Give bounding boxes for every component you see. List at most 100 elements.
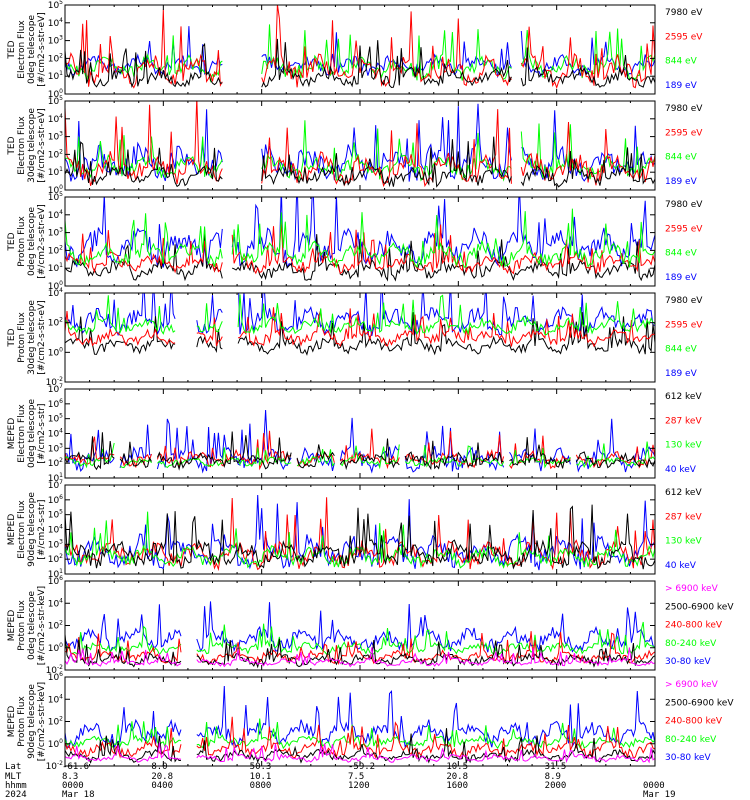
series-line [65,431,655,471]
legend-entry: 189 eV [665,177,698,187]
panel-data [65,685,655,764]
footer-lat: 8.0 [151,762,167,772]
legend-entry: 844 eV [665,57,698,67]
y-tick-label: 102 [48,148,63,160]
y-tick-label: 100 [48,738,63,750]
y-tick-label: 10-2 [46,760,64,772]
footer-hhmm: 0000 [62,781,84,791]
series-line [65,621,655,656]
legend-entry: 2500-6900 keV [665,602,734,612]
series-line [65,307,655,348]
panel-2: 100 101 102 103 104 105 TED Electron Flux 30deg … [7,95,703,196]
y-tick-label: 105 [48,509,63,521]
series-line [65,504,655,570]
footer-lat: 31.5 [545,762,567,772]
legend-entry: 287 keV [665,416,702,426]
y-axis-label: 30deg telescope [27,300,37,375]
y-axis-label: Proton Flux [17,696,27,747]
y-tick-label: 104 [48,113,63,125]
y-axis-label: 0deg telescope [27,399,37,469]
y-tick-label: 102 [48,716,63,728]
y-axis-label: [#/cm2-s-str-eV] [37,204,47,279]
y-axis-label: Electron Flux [17,500,27,559]
y-tick-label: 102 [48,244,63,256]
y-tick-label: 104 [48,428,63,440]
y-tick-label: 101 [48,262,63,274]
series-line [65,742,655,764]
y-tick-label: 103 [48,538,63,550]
series-line [65,5,655,90]
y-tick-label: 107 [48,479,63,491]
series-line [65,136,655,188]
series-line [65,197,655,270]
y-tick-label: 105 [48,413,63,425]
legend-entry: 189 eV [665,81,698,91]
y-axis-label: [#/cm2-s-str-keV] [37,682,47,761]
y-tick-label: 102 [48,620,63,632]
y-axis-label: TED [7,328,17,347]
panel-data [65,5,655,90]
legend-entry: 2595 eV [665,320,703,330]
y-axis-label: Proton Flux [17,216,27,267]
legend-entry: > 6900 keV [665,584,719,594]
footer-mlt: 20.8 [151,772,173,782]
panel-5: 101 102 103 104 105 106 107 MEPED Electron Flux 0… [7,383,702,484]
y-tick-label: 105 [48,191,63,203]
y-tick-label: 102 [48,317,63,329]
y-tick-label: 100 [48,280,63,292]
y-tick-label: 100 [48,184,63,196]
panel-3: 100 101 102 103 104 105 TED Proton Flux 0deg tel… [7,191,703,292]
y-axis-label: Proton Flux [17,312,27,363]
legend-entry: 240-800 keV [665,717,723,727]
footer-hhmm: 1600 [446,781,468,791]
footer-mlt: 20.8 [446,772,468,782]
footer-date: Mar 18 [62,790,95,800]
y-tick-label: 102 [48,52,63,64]
y-tick-label: 106 [48,671,63,683]
panel-data [65,494,655,572]
legend-entry: 80-240 keV [665,639,717,649]
legend-entry: 80-240 keV [665,735,717,745]
y-tick-label: 101 [48,568,63,580]
footer-mlt: 10.1 [250,772,272,782]
panel-7: 10-2 100 102 104 106 MEPED Proton Flux 0deg tel… [7,575,734,676]
footer-hhmm: 1200 [348,781,370,791]
y-axis-label: [#/cm2-s-str-eV] [37,12,47,87]
y-axis-label: [#/cm2-s-str] [37,403,47,463]
legend-entry: 612 keV [665,392,702,402]
y-axis-label: [#/cm2-s-str-keV] [37,586,47,665]
footer-hhmm: 0000 [643,781,665,791]
y-axis-label: [#/cm2-s-str-eV] [37,300,47,375]
y-axis-label: Electron Flux [17,116,27,175]
series-line [65,716,655,760]
y-axis-label: Electron Flux [17,20,27,79]
y-tick-label: 102 [48,553,63,565]
series-line [65,230,655,282]
y-tick-label: 101 [48,472,63,484]
y-tick-label: 107 [48,383,63,395]
y-axis-label: 0deg telescope [27,207,37,277]
y-tick-label: 104 [48,17,63,29]
legend-entry: 844 eV [665,345,698,355]
y-tick-label: 10-2 [46,376,64,388]
series-line [65,497,655,572]
footer-mlt: 7.5 [348,772,364,782]
y-axis-label: 0deg telescope [27,15,37,85]
panel-data [65,197,655,282]
footer-hhmm: 2000 [545,781,567,791]
series-line [65,294,655,336]
footer-row-label: Lat [5,762,21,772]
series-line [65,647,655,668]
series-line [65,222,655,275]
y-axis-label: 90deg telescope [27,684,37,759]
y-tick-label: 103 [48,442,63,454]
y-axis-label: [#/cm2-s-str-eV] [37,108,47,183]
y-tick-label: 101 [48,166,63,178]
y-tick-label: 106 [48,398,63,410]
y-axis-label: MEPED [7,706,17,738]
footer-mlt: 8.9 [545,772,561,782]
footer-row-label: MLT [5,772,22,782]
y-axis-label: MEPED [7,514,17,546]
